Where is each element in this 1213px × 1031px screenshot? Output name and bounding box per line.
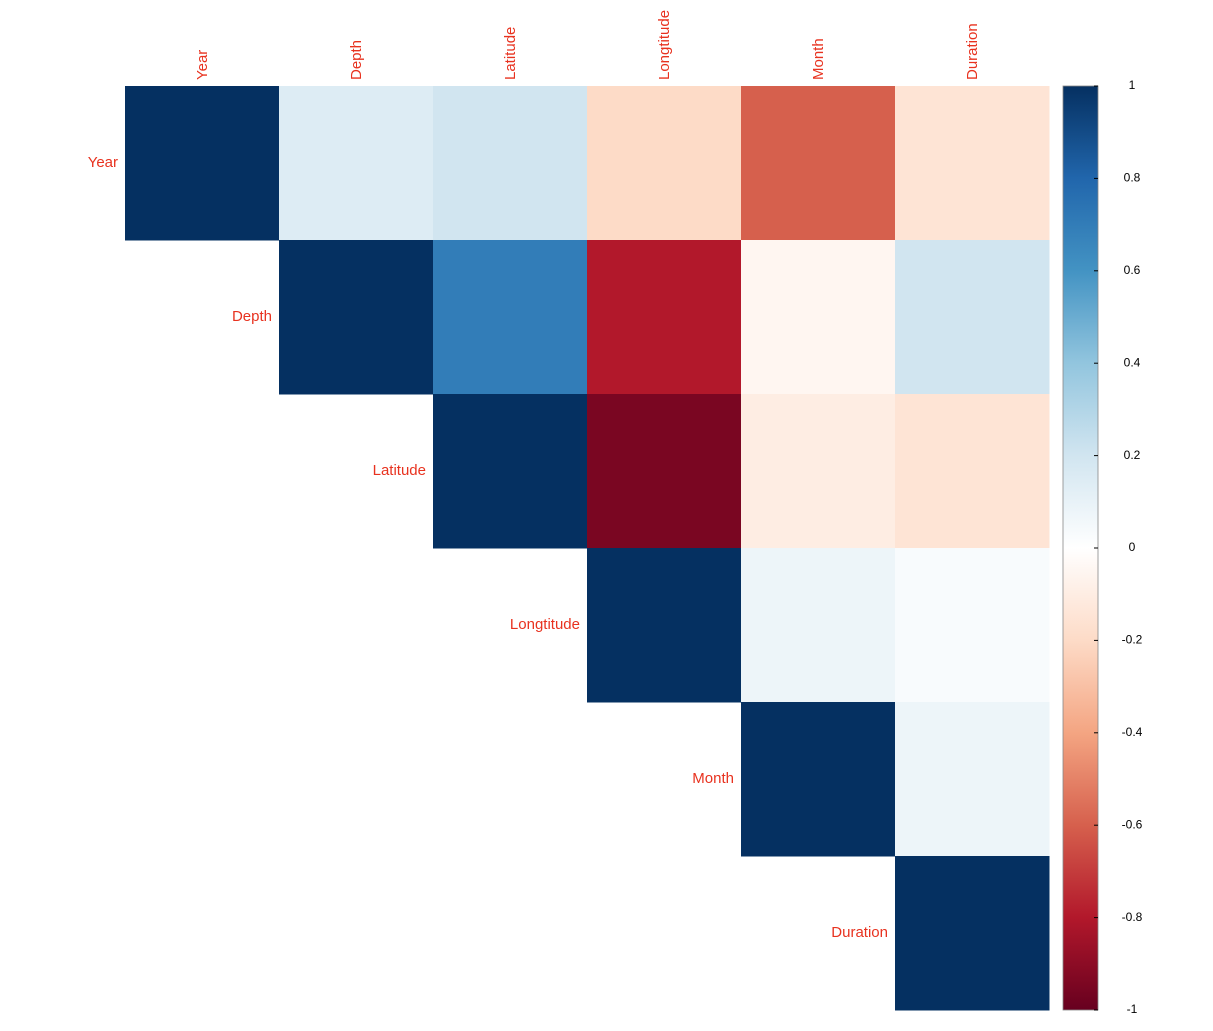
- row-label: Longtitude: [510, 616, 580, 633]
- color-bar-tick-label: 1: [1129, 78, 1136, 92]
- column-label: Year: [194, 50, 211, 80]
- heatmap-cell: [279, 86, 434, 241]
- heatmap-cell: [587, 548, 742, 703]
- color-bar-tick-label: 0.8: [1124, 171, 1141, 185]
- heatmap-cell: [433, 86, 588, 241]
- color-bar-tick-label: 0.2: [1124, 448, 1141, 462]
- heatmap-cell: [741, 548, 896, 703]
- row-label: Depth: [232, 308, 272, 325]
- color-bar-tick-label: -1: [1127, 1002, 1138, 1016]
- heatmap-cell: [587, 240, 742, 395]
- row-label: Year: [88, 154, 118, 171]
- color-bar-tick-label: 0.6: [1124, 263, 1141, 277]
- row-label: Latitude: [373, 462, 426, 479]
- heatmap-cell: [741, 702, 896, 857]
- column-label: Depth: [348, 40, 365, 80]
- heatmap-cell: [125, 86, 280, 241]
- heatmap-cell: [741, 240, 896, 395]
- heatmap-cell: [895, 240, 1050, 395]
- color-bar-tick-label: -0.6: [1122, 817, 1143, 831]
- column-label: Month: [810, 38, 827, 80]
- heatmap-cell: [741, 86, 896, 241]
- color-bar-tick-label: -0.8: [1122, 910, 1143, 924]
- color-bar-tick-label: 0: [1129, 540, 1136, 554]
- row-label: Month: [692, 770, 734, 787]
- column-label: Duration: [964, 23, 981, 80]
- color-bar-tick-label: -0.4: [1122, 725, 1143, 739]
- heatmap-cell: [587, 394, 742, 549]
- heatmap-cell: [895, 548, 1050, 703]
- heatmap-cell: [741, 394, 896, 549]
- column-label: Longtitude: [656, 10, 673, 80]
- color-bar-tick-label: 0.4: [1124, 355, 1141, 369]
- color-bar: [1062, 85, 1099, 1011]
- heatmap-cell: [433, 240, 588, 395]
- column-label: Latitude: [502, 27, 519, 80]
- row-label: Duration: [831, 924, 888, 941]
- heatmap-cell: [895, 86, 1050, 241]
- heatmap-cell: [895, 856, 1050, 1011]
- heatmap-cell: [433, 394, 588, 549]
- heatmap-cell: [895, 702, 1050, 857]
- heatmap-cell: [895, 394, 1050, 549]
- color-bar-tick-label: -0.2: [1122, 633, 1143, 647]
- heatmap-cell: [587, 86, 742, 241]
- heatmap-cell: [279, 240, 434, 395]
